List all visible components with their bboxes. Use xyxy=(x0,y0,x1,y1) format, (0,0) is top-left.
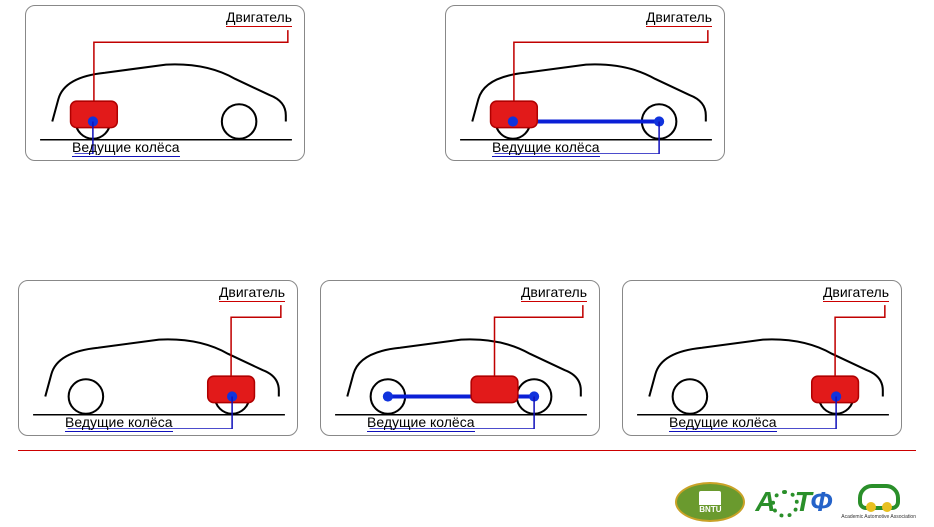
car-diagram-front-engine-rwd xyxy=(454,24,718,154)
drive-wheels-label: Ведущие колёса xyxy=(669,414,777,432)
front-wheel xyxy=(69,379,104,414)
card-front-engine-fwd: Двигатель Ведущие колёса xyxy=(25,5,305,161)
front-wheel xyxy=(673,379,708,414)
engine-leader-line xyxy=(495,305,583,376)
drive-wheels-label: Ведущие колёса xyxy=(367,414,475,432)
card-mid-engine-awd: Двигатель Ведущие колёса xyxy=(320,280,600,436)
bntu-logo: BNTU xyxy=(675,482,745,522)
rear-wheel xyxy=(222,104,257,139)
card-rear-engine-rwd: Двигатель Ведущие колёса xyxy=(18,280,298,436)
card-rear-engine-rwd-2: Двигатель Ведущие колёса xyxy=(622,280,902,436)
card-front-engine-rwd: Двигатель Ведущие колёса xyxy=(445,5,725,161)
drive-wheels-label: Ведущие колёса xyxy=(72,139,180,157)
footer-divider xyxy=(18,450,916,451)
bntu-building-icon xyxy=(699,491,721,505)
logo-bar: BNTU АТФ Academic Automotive Association xyxy=(675,482,916,522)
car-diagram-front-engine-fwd xyxy=(34,24,298,154)
aaa-car-icon xyxy=(858,484,900,510)
car-diagram-mid-engine-awd xyxy=(329,299,593,429)
engine-leader-line xyxy=(231,305,281,376)
bntu-text: BNTU xyxy=(699,505,721,514)
drive-wheels-label: Ведущие колёса xyxy=(65,414,173,432)
engine-leader-line xyxy=(835,305,885,376)
row-bottom: Двигатель Ведущие колёса Двигатель Ведущ… xyxy=(18,280,902,436)
aaa-text: Academic Automotive Association xyxy=(841,514,916,520)
atf-logo: АТФ xyxy=(755,486,831,518)
engine-block xyxy=(471,376,518,402)
drive-joint-front xyxy=(508,116,518,126)
atf-f: Ф xyxy=(810,486,831,517)
car-diagram-rear-engine-rwd-2 xyxy=(631,299,895,429)
drive-wheels-label: Ведущие колёса xyxy=(492,139,600,157)
atf-t: Т xyxy=(795,486,811,517)
aaa-logo: Academic Automotive Association xyxy=(841,484,916,520)
row-top: Двигатель Ведущие колёса Двигатель Ведущ… xyxy=(25,5,725,161)
drive-joint-front xyxy=(383,391,393,401)
car-diagram-rear-engine-rwd xyxy=(27,299,291,429)
